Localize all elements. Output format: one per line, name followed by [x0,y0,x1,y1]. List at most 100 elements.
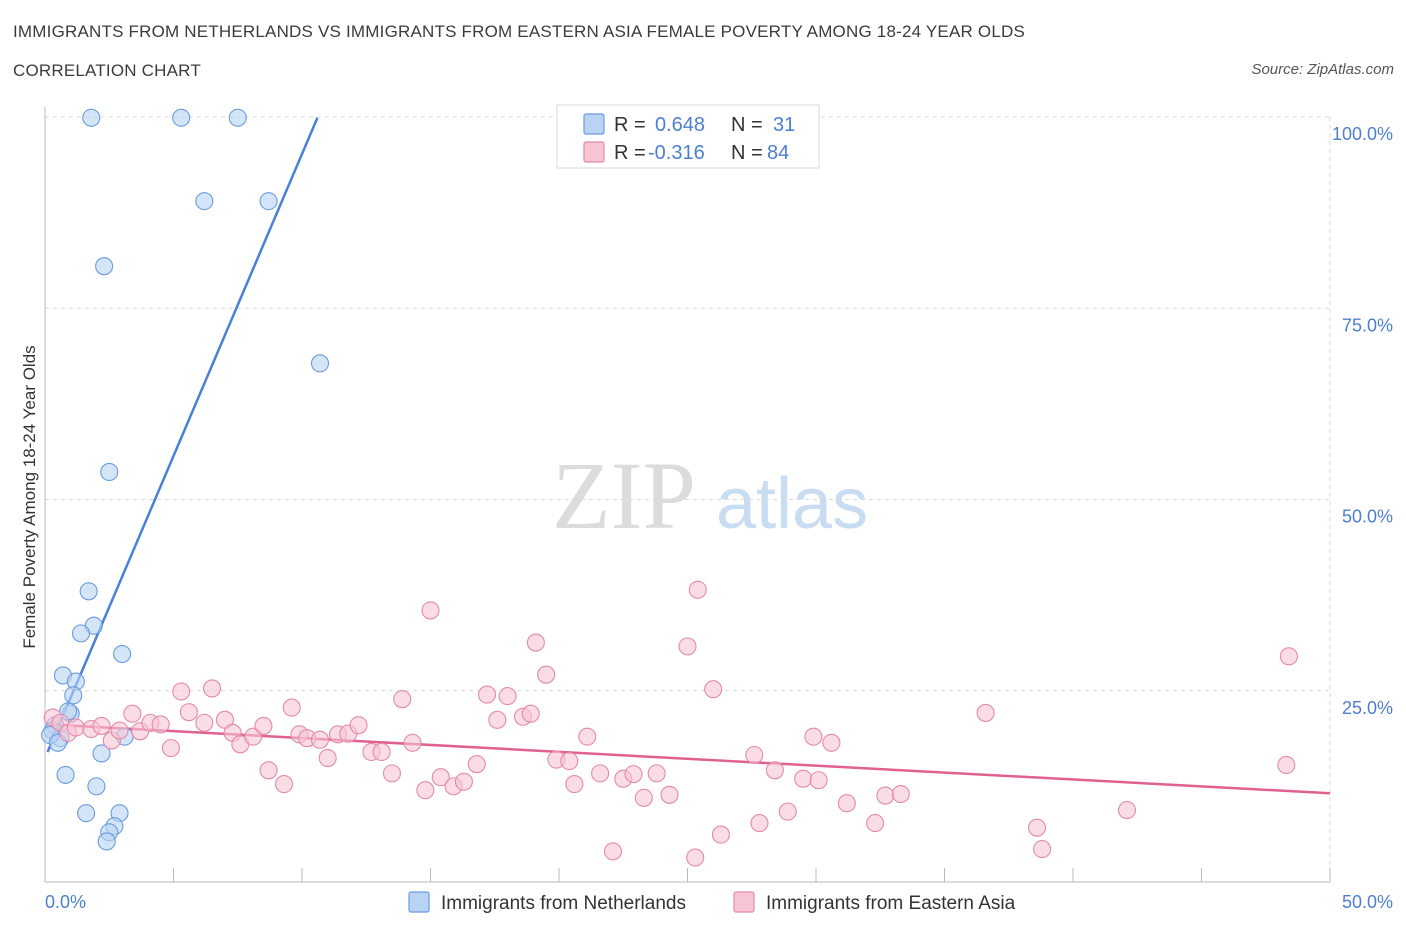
point-s1-11 [151,715,170,734]
point-s1-65 [711,825,730,844]
point-s1-76 [876,786,895,805]
point-s1-47 [521,704,540,723]
point-s0-11 [113,644,132,664]
point-s1-54 [591,764,610,783]
point-s0-25 [87,777,106,796]
legend-n-value-2: 84 [767,142,789,164]
tick-labels: 100.0% 75.0% 50.0% 25.0% 0.0% 50.0% [45,124,1393,912]
point-s1-33 [372,742,391,762]
point-s1-44 [488,710,507,729]
point-s1-37 [416,781,435,800]
point-s1-7 [110,721,129,740]
point-s0-1 [172,108,191,127]
data-points [41,108,1298,867]
point-s1-69 [778,802,797,821]
trend-line-s0 [46,117,319,753]
point-s1-68 [765,761,784,780]
point-s1-42 [467,755,486,774]
point-s1-83 [1279,647,1298,666]
point-s1-53 [578,727,597,746]
series-legend-swatch-netherlands [408,891,430,913]
point-s0-14 [64,686,83,705]
point-s1-27 [310,730,330,749]
point-s1-14 [179,703,198,722]
legend-swatch-netherlands [583,113,605,135]
point-s1-55 [603,842,623,861]
point-s1-24 [282,698,301,717]
point-s0-2 [228,108,247,127]
point-s0-8 [79,582,98,601]
point-s1-78 [976,703,995,722]
point-s1-58 [634,788,653,807]
point-s0-4 [259,192,278,211]
point-s1-61 [678,637,697,656]
y-tick-label-1: 75.0% [1342,315,1393,335]
grid [45,116,1331,882]
point-s1-77 [891,784,910,804]
series-legend-swatch-eastern-asia [733,891,755,913]
point-s1-67 [750,814,769,833]
point-s1-63 [688,580,707,599]
point-s1-62 [686,848,705,867]
legend-r-value-1: 0.648 [655,114,705,136]
point-s1-43 [477,685,497,704]
point-s0-26 [77,804,96,823]
point-s0-3 [195,192,214,211]
x-tick-label-1: 50.0% [1342,892,1393,912]
point-s1-74 [837,794,856,813]
point-s1-70 [794,769,813,788]
point-s1-64 [704,680,723,699]
point-s0-23 [92,744,111,763]
watermark-atlas: atlas [716,464,868,544]
point-s1-52 [565,775,584,794]
point-s1-28 [318,749,337,768]
point-s1-57 [624,765,643,784]
point-s1-38 [421,601,440,620]
point-s0-6 [310,354,330,373]
stats-legend: R = 0.648 N = 31 R = -0.316 N = 84 [556,104,820,169]
point-s1-71 [804,727,823,746]
point-s1-21 [254,716,273,735]
point-s0-5 [95,257,114,276]
y-axis-label: Female Poverty Among 18-24 Year Olds [20,345,39,648]
chart-subtitle: CORRELATION CHART [13,61,201,80]
legend-r-label-1: R = [614,114,646,136]
point-s0-7 [100,462,119,482]
chart-title: IMMIGRANTS FROM NETHERLANDS VS IMMIGRANT… [13,22,1026,41]
series-legend-label-eastern-asia: Immigrants from Eastern Asia [766,893,1016,914]
point-s1-51 [560,752,579,771]
point-s0-10 [71,624,91,643]
axes [44,107,1331,883]
legend-swatch-eastern-asia [583,141,605,163]
point-s1-48 [526,633,545,652]
point-s1-23 [274,775,294,794]
legend-r-value-2: -0.316 [648,142,705,164]
point-s1-79 [1027,818,1047,837]
point-s1-12 [161,739,180,758]
y-tick-label-0: 100.0% [1332,124,1393,144]
point-s1-45 [498,687,517,706]
point-s1-22 [259,761,278,780]
point-s1-8 [123,704,142,723]
legend-r-label-2: R = [614,142,646,164]
point-s0-24 [56,765,75,784]
point-s1-15 [195,713,214,732]
point-s1-41 [454,772,473,791]
point-s1-36 [403,733,422,752]
point-s1-16 [203,679,222,698]
y-tick-label-2: 50.0% [1342,507,1393,527]
series-legend: Immigrants from Netherlands Immigrants f… [408,891,1016,914]
watermark-zip: ZIP [552,442,696,549]
point-s1-72 [809,771,828,790]
point-s0-30 [97,832,116,851]
point-s1-80 [1033,840,1052,859]
point-s1-34 [382,764,402,783]
point-s1-82 [1277,755,1296,775]
point-s1-39 [431,768,450,787]
source-label: Source: ZipAtlas.com [1251,61,1394,78]
point-s1-35 [393,690,412,709]
point-s1-60 [660,785,679,804]
point-s0-0 [82,108,101,127]
point-s1-81 [1117,801,1137,820]
